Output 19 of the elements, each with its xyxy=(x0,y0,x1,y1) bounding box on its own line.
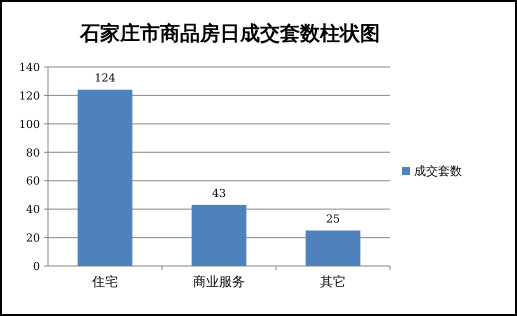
y-tick-label: 20 xyxy=(26,232,40,245)
data-label: 124 xyxy=(94,72,116,85)
chart-title: 石家庄市商品房日成交套数柱状图 xyxy=(79,21,380,45)
y-tick-label: 120 xyxy=(19,89,40,102)
legend-label: 成交套数 xyxy=(414,164,462,178)
y-tick-label: 80 xyxy=(26,146,40,160)
data-label: 43 xyxy=(212,186,226,200)
data-label: 25 xyxy=(326,212,340,226)
y-tick-label: 40 xyxy=(26,203,40,216)
y-tick-label: 60 xyxy=(26,174,40,188)
y-tick-label: 140 xyxy=(19,61,40,74)
x-tick-label: 商业服务 xyxy=(193,275,245,290)
y-tick-label: 0 xyxy=(33,260,40,273)
x-tick-label: 其它 xyxy=(320,274,346,290)
bar xyxy=(192,204,246,266)
y-tick-label: 100 xyxy=(19,118,40,131)
x-tick-label: 住宅 xyxy=(91,274,118,290)
bar xyxy=(306,230,360,266)
bar xyxy=(78,90,132,266)
